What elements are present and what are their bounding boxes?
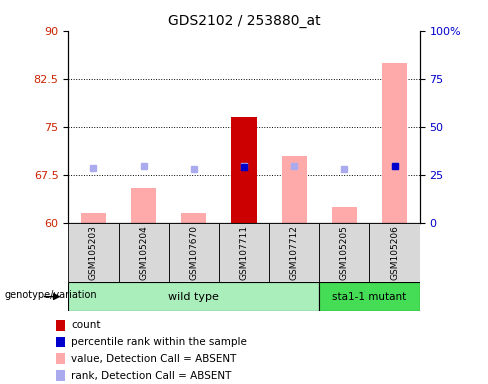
Bar (119, 223, 169, 282)
Text: GSM107711: GSM107711 (240, 225, 248, 280)
Bar (68, 282, 319, 311)
Bar (219, 223, 269, 282)
Text: genotype/variation: genotype/variation (5, 290, 98, 300)
Bar (56, 337, 65, 348)
Text: sta1-1 mutant: sta1-1 mutant (332, 291, 407, 302)
Bar (282, 156, 307, 223)
Bar (56, 353, 65, 364)
Bar (319, 282, 420, 311)
Text: rank, Detection Call = ABSENT: rank, Detection Call = ABSENT (71, 371, 231, 381)
Bar (56, 370, 65, 381)
Bar (231, 117, 257, 223)
Text: wild type: wild type (168, 291, 219, 302)
Text: percentile rank within the sample: percentile rank within the sample (71, 337, 247, 347)
Bar (81, 213, 106, 223)
Text: GSM107670: GSM107670 (189, 225, 198, 280)
Text: GSM105203: GSM105203 (89, 225, 98, 280)
Bar (319, 223, 369, 282)
Text: GSM105204: GSM105204 (139, 225, 148, 280)
Title: GDS2102 / 253880_at: GDS2102 / 253880_at (168, 14, 320, 28)
Bar (56, 320, 65, 331)
Bar (269, 223, 319, 282)
Text: GSM105206: GSM105206 (390, 225, 399, 280)
Bar (181, 213, 206, 223)
Text: GSM105205: GSM105205 (340, 225, 349, 280)
Text: GSM107712: GSM107712 (290, 225, 299, 280)
Bar (382, 63, 407, 223)
Bar (131, 187, 156, 223)
Bar (68, 223, 119, 282)
Bar (231, 117, 257, 223)
Bar (369, 223, 420, 282)
Bar (169, 223, 219, 282)
Text: count: count (71, 320, 101, 330)
Text: value, Detection Call = ABSENT: value, Detection Call = ABSENT (71, 354, 236, 364)
Bar (332, 207, 357, 223)
